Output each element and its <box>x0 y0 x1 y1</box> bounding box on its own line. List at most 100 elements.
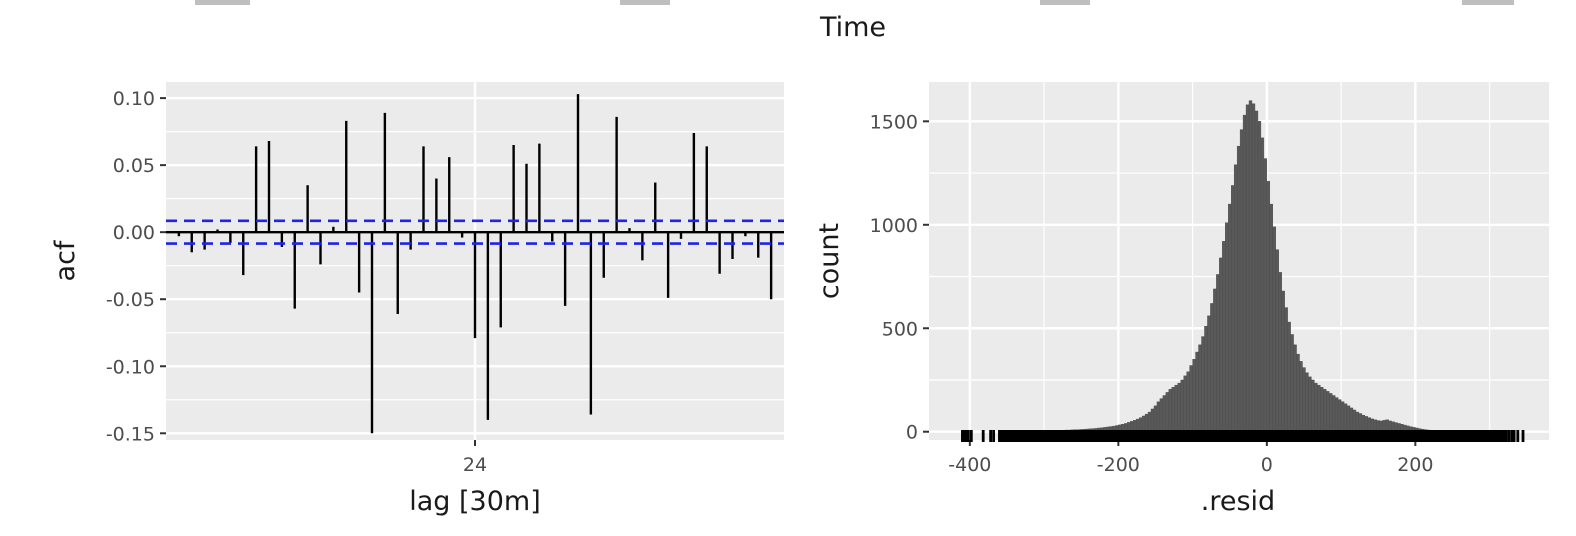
hist-x-tick-label: 0 <box>1261 454 1273 476</box>
hist-bar <box>1337 399 1342 432</box>
hist-bar <box>1242 114 1247 432</box>
hist-bar <box>1189 365 1193 432</box>
hist-bar <box>1358 413 1363 432</box>
top-strip: Time <box>195 0 1514 43</box>
hist-bar <box>1278 272 1282 432</box>
hist-bar <box>1231 185 1235 432</box>
hist-bar <box>1275 249 1279 432</box>
hist-rug-band <box>998 430 1508 442</box>
hist-bar <box>1195 351 1199 432</box>
hist-bar <box>1251 103 1256 432</box>
acf-y-tick-label: -0.10 <box>106 356 155 378</box>
hist-bar <box>1305 372 1309 432</box>
acf-x-axis: 24 <box>463 440 487 476</box>
hist-bar <box>1198 344 1202 432</box>
hist-bar <box>1320 387 1324 432</box>
hist-bar <box>1141 415 1146 432</box>
hist-y-tick-label: 500 <box>882 318 918 340</box>
hist-bar <box>1257 121 1262 432</box>
hist-bar <box>1349 407 1354 432</box>
hist-bar <box>1204 325 1208 432</box>
hist-bar <box>1340 401 1345 432</box>
hist-bar <box>1334 397 1339 432</box>
acf-chart: -0.15 -0.10 -0.05 0.00 0.05 0.10 24 lag [30m]… <box>50 82 784 517</box>
hist-rug <box>961 430 1525 442</box>
hist-y-axis: 0 500 1000 1500 <box>870 111 929 444</box>
histogram-chart: 0 500 1000 1500 -400 -200 0 200 .resid count <box>814 82 1549 517</box>
hist-bars <box>999 100 1446 433</box>
time-axis-title: Time <box>819 12 886 43</box>
hist-bar <box>1233 164 1238 432</box>
hist-bar <box>1174 384 1178 432</box>
hist-bar <box>1254 110 1259 432</box>
hist-bar <box>1138 417 1143 432</box>
hist-rug-mark <box>969 430 973 442</box>
hist-rug-mark <box>992 430 995 442</box>
hist-bar <box>1385 419 1389 432</box>
hist-bar <box>1245 104 1250 432</box>
hist-bar <box>1346 405 1351 432</box>
hist-bar <box>1156 401 1161 432</box>
hist-bar <box>1317 384 1321 432</box>
hist-bar <box>1284 307 1288 432</box>
hist-bar <box>1213 288 1217 432</box>
hist-bar <box>1219 257 1223 432</box>
hist-bar <box>1302 367 1306 432</box>
hist-bar <box>1153 405 1158 432</box>
hist-bar <box>1323 389 1327 432</box>
hist-bar <box>1201 336 1205 432</box>
hist-rug-mark <box>1516 430 1520 442</box>
hist-bar <box>1168 389 1173 432</box>
hist-rug-mark <box>961 430 964 442</box>
hist-bar <box>1331 395 1336 432</box>
hist-bar <box>1248 100 1253 432</box>
hist-bar <box>1177 382 1181 432</box>
hist-bar <box>1144 413 1149 432</box>
hist-bar <box>1135 418 1140 432</box>
hist-bar <box>1228 203 1232 432</box>
acf-y-axis: -0.15 -0.10 -0.05 0.00 0.05 0.10 <box>106 88 166 445</box>
hist-bar <box>1171 387 1175 432</box>
hist-bar <box>1308 376 1312 432</box>
acf-y-tick-label: 0.00 <box>113 222 155 244</box>
cut-tick-label <box>620 0 670 5</box>
hist-rug-mark <box>962 430 966 442</box>
hist-rug-mark <box>981 430 985 442</box>
hist-bar <box>1147 411 1152 432</box>
hist-bar <box>1361 414 1366 432</box>
acf-y-tick-label: 0.05 <box>113 155 155 177</box>
hist-bar <box>1260 137 1265 432</box>
hist-bar <box>1343 403 1348 432</box>
hist-x-axis-title: .resid <box>1201 486 1275 517</box>
hist-bar <box>1299 361 1303 432</box>
hist-bar <box>1180 379 1184 432</box>
hist-bar <box>1216 274 1220 432</box>
hist-bar <box>1239 129 1244 432</box>
hist-bar <box>1192 359 1196 432</box>
hist-bar <box>1150 408 1155 432</box>
hist-bar <box>1290 334 1294 432</box>
hist-bar <box>1370 418 1374 432</box>
acf-bars <box>177 94 773 434</box>
hist-bar <box>1222 241 1226 432</box>
hist-x-tick-label: -400 <box>948 454 991 476</box>
acf-x-axis-title: lag [30m] <box>409 486 541 517</box>
hist-bar <box>1183 375 1187 432</box>
hist-rug-mark <box>963 430 967 442</box>
cut-tick-label <box>195 0 250 5</box>
acf-y-tick-label: 0.10 <box>113 88 155 110</box>
hist-bar <box>1165 392 1170 432</box>
hist-bar <box>1269 203 1273 432</box>
hist-rug-mark <box>1507 430 1511 442</box>
hist-x-axis: -400 -200 0 200 <box>948 440 1433 476</box>
hist-bar <box>1287 321 1291 432</box>
hist-bar <box>1326 391 1330 432</box>
hist-bar <box>1281 290 1285 432</box>
hist-bar <box>1355 411 1360 432</box>
hist-bar <box>1272 226 1276 432</box>
acf-y-tick-label: -0.05 <box>106 289 155 311</box>
hist-rug-mark <box>1521 430 1525 442</box>
hist-bar <box>1311 379 1315 432</box>
hist-bar <box>1293 344 1297 432</box>
hist-bar <box>1207 315 1211 432</box>
